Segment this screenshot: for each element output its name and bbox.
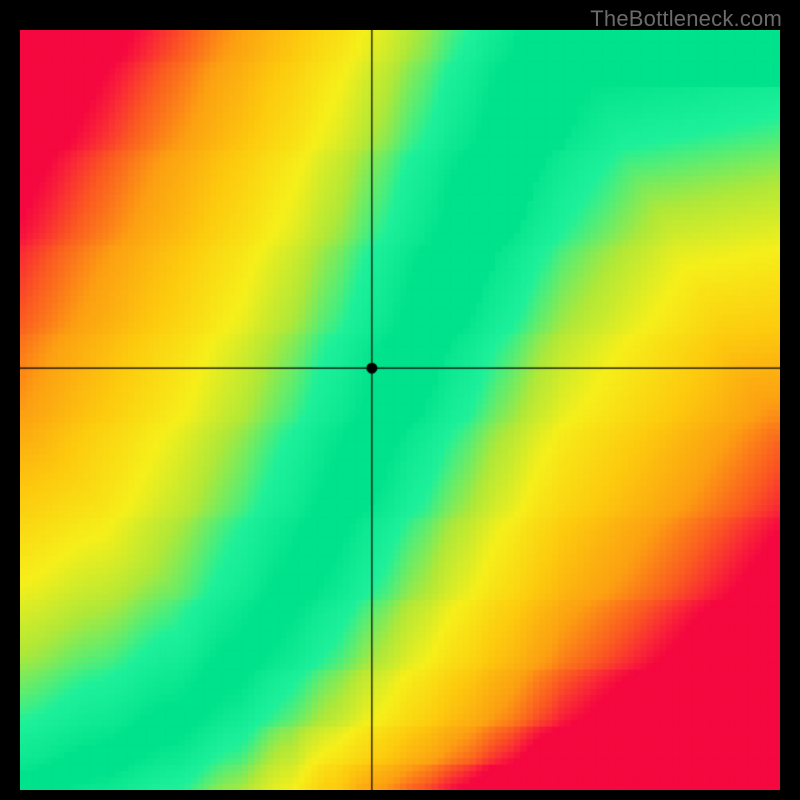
watermark-text: TheBottleneck.com — [590, 6, 782, 32]
chart-container: TheBottleneck.com — [0, 0, 800, 800]
heatmap-plot — [20, 30, 780, 790]
heatmap-canvas — [20, 30, 780, 790]
